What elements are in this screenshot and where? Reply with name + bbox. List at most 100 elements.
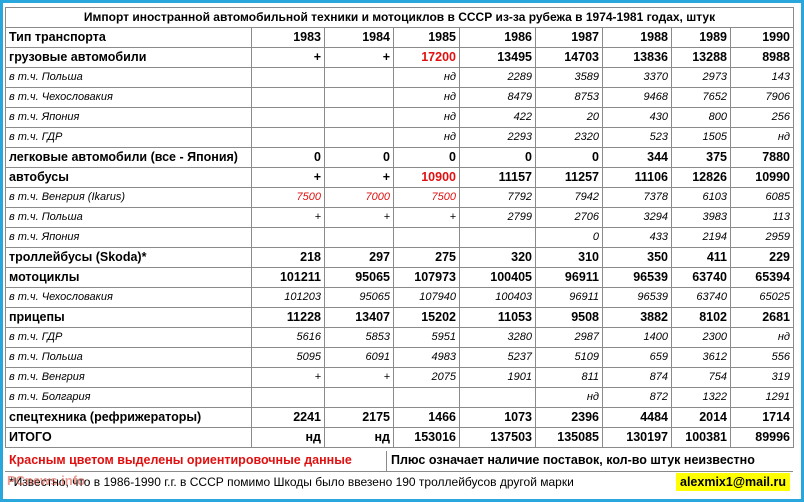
table-cell (251, 67, 325, 88)
row-label: в т.ч. ГДР (5, 127, 252, 148)
table-cell: 556 (729, 347, 795, 368)
table-cell: 65025 (729, 287, 795, 308)
row-label: в т.ч. ГДР (5, 327, 252, 348)
table-cell: нд (324, 427, 394, 448)
table-cell: 1073 (459, 407, 536, 428)
author-email: alexmix1@mail.ru (676, 473, 790, 491)
table-cell: 5237 (459, 347, 536, 368)
table-cell (251, 107, 325, 128)
table-cell (393, 227, 460, 248)
table-cell: 9508 (535, 307, 603, 328)
table-cell: 11228 (251, 307, 325, 328)
table-cell: 3612 (671, 347, 731, 368)
table-row: в т.ч. Польша 5095 6091 4983 5237 5109 659 3612… (5, 347, 795, 368)
table-cell: 12826 (671, 167, 731, 188)
table-cell: 4983 (393, 347, 460, 368)
table-cell (324, 67, 394, 88)
table-cell: 63740 (671, 287, 731, 308)
table-cell: 7792 (459, 187, 536, 208)
table-cell: 1901 (459, 367, 536, 388)
row-label: грузовые автомобили (5, 47, 252, 68)
table-cell (393, 387, 460, 408)
table-cell: 101203 (251, 287, 325, 308)
table-cell: 4484 (602, 407, 672, 428)
table-cell: 2289 (459, 67, 536, 88)
table-cell: 2075 (393, 367, 460, 388)
table-cell: 7000 (324, 187, 394, 208)
table-cell: 2194 (671, 227, 731, 248)
table-cell: 143 (729, 67, 795, 88)
table-cell: нд (729, 127, 795, 148)
table-row: в т.ч. ГДР 5616 5853 5951 3280 2987 1400 2300 нд (5, 327, 795, 348)
table-cell: 2175 (324, 407, 394, 428)
table-cell: 2293 (459, 127, 536, 148)
table-row: легковые автомобили (все - Япония) 0 0 0 0 0 3… (5, 147, 795, 168)
row-label: в т.ч. Польша (5, 207, 252, 228)
table-cell (324, 387, 394, 408)
table-cell: 310 (535, 247, 603, 268)
table-cell (324, 107, 394, 128)
table-cell (251, 127, 325, 148)
table-cell: 5095 (251, 347, 325, 368)
legend-divider (386, 451, 387, 471)
table-cell: 872 (602, 387, 672, 408)
table-cell: 101211 (251, 267, 325, 288)
row-label: в т.ч. Венгрия (Ikarus) (5, 187, 252, 208)
table-cell: 7942 (535, 187, 603, 208)
table-cell: 1322 (671, 387, 731, 408)
table-cell (251, 227, 325, 248)
table-row: в т.ч. Чехословакия 101203 95065 107940 1004… (5, 287, 795, 308)
table-row: спецтехника (рефрижераторы) 2241 2175 1466 1… (5, 407, 795, 428)
table-cell: 3280 (459, 327, 536, 348)
table-row: в т.ч. Чехословакия нд 8479 8753 9468 7652 790… (5, 87, 795, 108)
table-cell: 0 (251, 147, 325, 168)
table-row: в т.ч. Польша нд 2289 3589 3370 2973 143 (5, 67, 795, 88)
import-table: Импорт иностранной автомобильной техники… (4, 7, 795, 448)
table-cell: 100381 (671, 427, 731, 448)
row-label: в т.ч. Япония (5, 107, 252, 128)
table-cell: 13288 (671, 47, 731, 68)
table-cell: 3370 (602, 67, 672, 88)
table-cell: + (251, 167, 325, 188)
table-cell: 275 (393, 247, 460, 268)
table-row: в т.ч. Венгрия (Ikarus) 7500 7000 7500 7792 7… (5, 187, 795, 208)
table-cell: 14703 (535, 47, 603, 68)
table-cell: 2706 (535, 207, 603, 228)
table-cell: 297 (324, 247, 394, 268)
table-row: в т.ч. Польша + + +2799 2706 3294 3983 113 (5, 207, 795, 228)
table-cell (459, 227, 536, 248)
table-cell (251, 87, 325, 108)
table-cell: 2681 (729, 307, 795, 328)
table-row: в т.ч. Япония нд 422 20 430 800 256 (5, 107, 795, 128)
table-cell: 2987 (535, 327, 603, 348)
row-label: легковые автомобили (все - Япония) (5, 147, 252, 168)
table-cell: 96911 (535, 287, 603, 308)
row-label: спецтехника (рефрижераторы) (5, 407, 252, 428)
table-cell: + (251, 47, 325, 68)
row-label: в т.ч. Чехословакия (5, 87, 252, 108)
table-cell: 3589 (535, 67, 603, 88)
table-cell: 659 (602, 347, 672, 368)
table-cell: 8753 (535, 87, 603, 108)
table-cell: 9468 (602, 87, 672, 108)
row-label: в т.ч. Чехословакия (5, 287, 252, 308)
header-year: 1987 (535, 27, 603, 48)
table-cell: 523 (602, 127, 672, 148)
table-cell: 13407 (324, 307, 394, 328)
table-cell: 7378 (602, 187, 672, 208)
table-cell: 2300 (671, 327, 731, 348)
table-cell: 1505 (671, 127, 731, 148)
table-cell: нд (393, 67, 460, 88)
table-cell: 7906 (729, 87, 795, 108)
table-row: ИТОГО нд нд 153016 137503 135085 130197 100381 8… (5, 427, 795, 448)
table-cell: 218 (251, 247, 325, 268)
table-cell: 13495 (459, 47, 536, 68)
table-cell: 422 (459, 107, 536, 128)
table-cell: 8479 (459, 87, 536, 108)
table-cell: 5109 (535, 347, 603, 368)
table-cell: 256 (729, 107, 795, 128)
table-cell: 1714 (729, 407, 795, 428)
table-cell (324, 127, 394, 148)
table-cell: 0 (459, 147, 536, 168)
table-row: в т.ч. Болгария нд 872 1322 1291 (5, 387, 795, 408)
